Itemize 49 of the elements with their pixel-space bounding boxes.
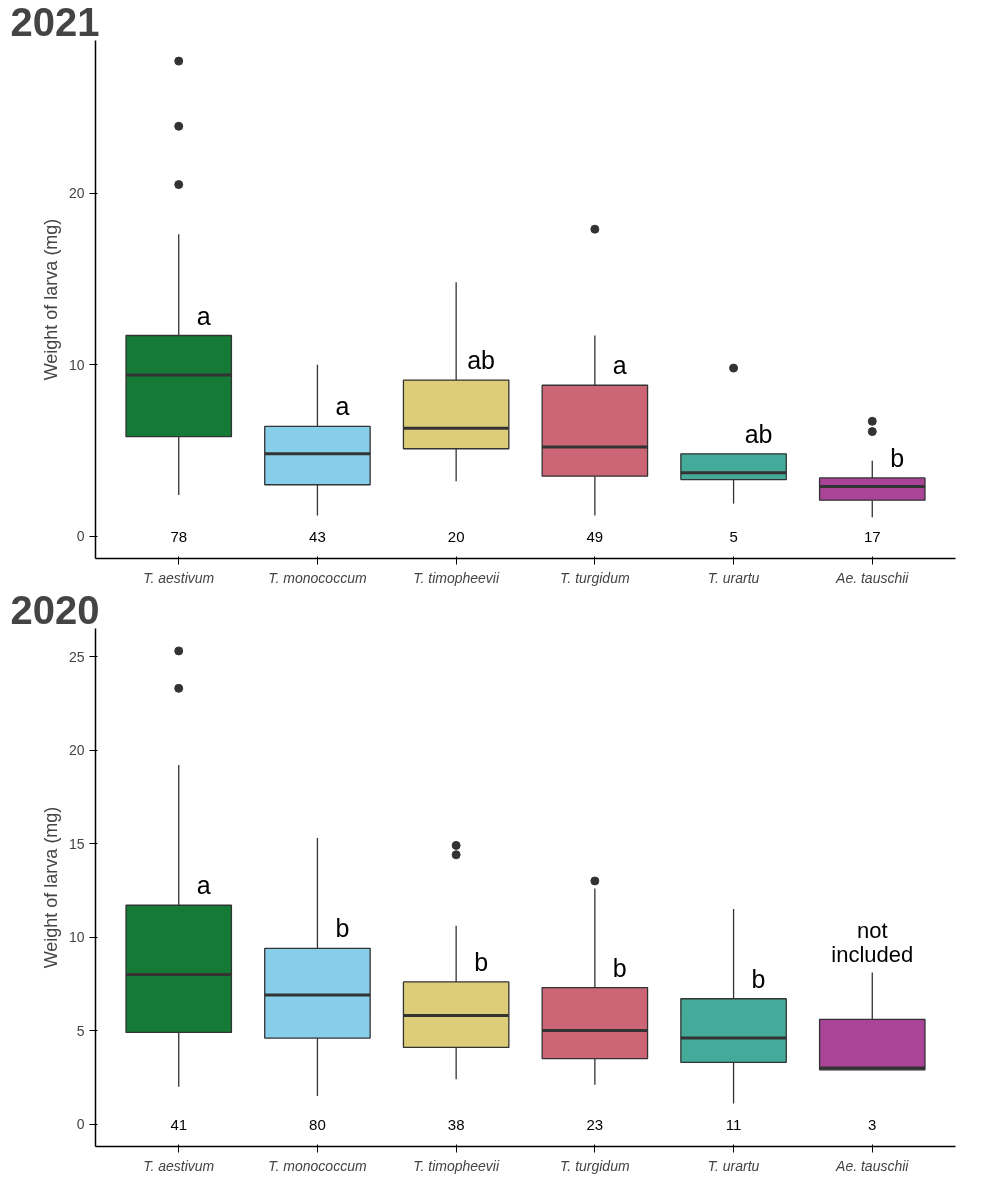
- y-tick-label: 20: [68, 742, 85, 759]
- annotation: b: [335, 914, 350, 943]
- annotation: 17: [863, 527, 881, 545]
- annotation: 11: [725, 1115, 742, 1133]
- x-tick-label: T. monococcum: [268, 569, 367, 586]
- annotation: 43: [309, 527, 326, 545]
- annotation: ab: [744, 419, 773, 448]
- annotation: b: [474, 947, 489, 976]
- x-tick-label: T. timopheevii: [413, 569, 500, 586]
- y-tick-label: 15: [68, 835, 85, 852]
- y-axis-title: Weight of larva (mg): [40, 806, 61, 969]
- y-tick-label: 5: [76, 1022, 85, 1039]
- y-tick-label: 20: [68, 185, 85, 202]
- x-tick-label: T. aestivum: [143, 569, 215, 586]
- annotation: 49: [586, 527, 604, 545]
- annotation: ab: [467, 346, 496, 375]
- annotation: a: [335, 392, 350, 421]
- annotation: b: [751, 964, 766, 993]
- x-tick-label: T. timopheevii: [413, 1157, 500, 1174]
- x-tick-label: T. turgidum: [560, 569, 630, 586]
- annotation: b: [890, 443, 905, 472]
- x-tick-label: T. turgidum: [560, 1157, 630, 1174]
- annotation: 78: [170, 527, 188, 545]
- annotation: a: [612, 351, 627, 380]
- annotation: 41: [170, 1115, 188, 1133]
- annotation: 23: [586, 1115, 604, 1133]
- x-tick-label: T. urartu: [707, 569, 760, 586]
- x-tick-label: Ae. tauschii: [835, 569, 910, 586]
- annotation: not included: [831, 917, 914, 967]
- y-tick-label: 25: [68, 648, 85, 665]
- annotation: 3: [868, 1115, 877, 1133]
- y-tick-label: 0: [76, 1116, 85, 1133]
- x-tick-label: Ae. tauschii: [835, 1157, 910, 1174]
- x-tick-label: T. aestivum: [143, 1157, 215, 1174]
- annotation: 5: [729, 527, 738, 545]
- x-tick-label: T. urartu: [707, 1157, 760, 1174]
- annotation: 38: [447, 1115, 465, 1133]
- y-tick-label: 0: [76, 528, 85, 545]
- y-axis-title: Weight of larva (mg): [40, 218, 61, 381]
- annotation: b: [612, 953, 627, 982]
- annotation: a: [196, 301, 211, 330]
- y-tick-label: 10: [68, 356, 85, 373]
- y-tick-label: 10: [68, 929, 85, 946]
- x-tick-label: T. monococcum: [268, 1157, 367, 1174]
- annotation: 80: [309, 1115, 326, 1133]
- chart-title: 2021: [10, 0, 100, 44]
- annotation: a: [196, 871, 211, 900]
- chart-title: 2020: [10, 587, 100, 632]
- annotation: 20: [447, 527, 465, 545]
